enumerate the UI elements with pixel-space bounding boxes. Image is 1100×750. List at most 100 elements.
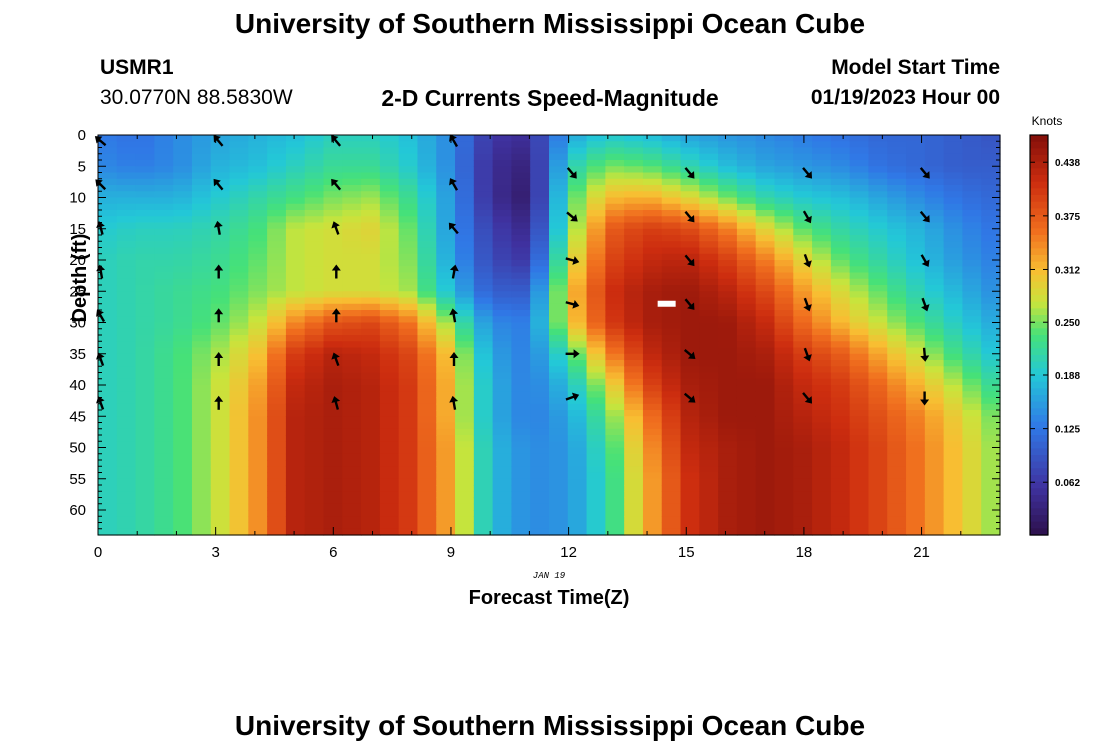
heat-cell (868, 210, 888, 217)
heat-cell (229, 410, 249, 417)
heat-cell (417, 503, 437, 511)
heat-cell (549, 528, 569, 536)
heat-cell (793, 516, 813, 524)
heat-cell (624, 178, 644, 186)
heat-cell (492, 441, 513, 449)
heat-cell (605, 510, 625, 517)
colorbar-band (1030, 401, 1048, 409)
heat-cell (455, 172, 475, 180)
heat-cell (173, 453, 193, 461)
heat-cell (248, 135, 268, 142)
heat-cell (812, 185, 832, 192)
heat-cell (849, 522, 870, 530)
heat-cell (586, 260, 606, 267)
heat-cell (887, 410, 907, 417)
heat-cell (98, 335, 118, 342)
heat-cell (680, 460, 700, 467)
heat-cell (812, 422, 832, 430)
heat-cell (473, 378, 494, 386)
heat-cell (173, 141, 193, 149)
heat-cell (736, 478, 757, 486)
heat-cell (530, 303, 550, 311)
heat-cell (605, 285, 625, 292)
heat-cell (98, 353, 118, 361)
heat-cell (135, 522, 155, 530)
colorbar-tick-label: 0.312 (1055, 265, 1080, 276)
heat-cell (116, 516, 137, 524)
heat-cell (868, 360, 888, 367)
vector-head (331, 264, 341, 271)
vector-shaft (333, 138, 342, 147)
heat-cell (699, 316, 719, 324)
heat-cell (605, 378, 625, 386)
heat-cell (586, 316, 606, 324)
y-tick-label: 0 (78, 127, 86, 144)
heat-cell (285, 285, 306, 292)
heat-cell (943, 266, 964, 274)
heat-cell (605, 372, 625, 380)
heat-cell (586, 210, 606, 217)
heat-cell (135, 191, 155, 199)
colorbar-band (1030, 288, 1048, 296)
heat-cell (661, 310, 682, 317)
heat-cell (943, 428, 964, 436)
heat-cell (605, 416, 625, 424)
heat-cell (473, 353, 494, 361)
heat-cell (436, 503, 456, 511)
heat-cell (699, 428, 719, 436)
heat-cell (304, 210, 325, 217)
heat-cell (868, 510, 888, 517)
heat-cell (135, 172, 155, 180)
heat-cell (793, 253, 813, 261)
heat-cell (887, 385, 907, 392)
heat-cell (567, 172, 588, 180)
heat-cell (774, 516, 794, 524)
heat-cell (379, 403, 400, 411)
heat-cell (774, 378, 794, 386)
heat-cell (849, 397, 870, 405)
heat-cell (774, 353, 794, 361)
heat-cell (210, 528, 231, 536)
heat-cell (549, 166, 569, 174)
heat-cell (473, 260, 494, 267)
model-start-value: 01/19/2023 Hour 00 (810, 86, 1000, 109)
heat-cell (642, 485, 663, 492)
heat-cell (361, 272, 381, 280)
heat-cell (210, 147, 231, 155)
heat-cell (436, 172, 456, 180)
heat-cell (680, 466, 700, 474)
heat-cell (436, 441, 456, 449)
heat-cell (849, 441, 870, 449)
heat-cell (116, 185, 137, 192)
heat-cell (887, 166, 907, 174)
heat-cell (492, 503, 513, 511)
heat-cell (304, 285, 325, 292)
vector-head (449, 352, 459, 358)
heat-cell (398, 416, 419, 424)
heat-cell (868, 247, 888, 255)
heat-cell (455, 297, 475, 305)
heat-cell (680, 228, 700, 236)
heat-cell (398, 260, 419, 267)
heat-cell (549, 266, 569, 274)
heat-cell (642, 160, 663, 167)
heat-cell (342, 241, 362, 249)
heat-cell (417, 328, 437, 336)
heat-cell (624, 266, 644, 274)
heat-cell (755, 397, 776, 405)
heat-cell (605, 228, 625, 236)
model-start-label: Model Start Time (831, 56, 1000, 79)
heat-cell (492, 278, 513, 286)
heat-cell (699, 353, 719, 361)
heat-cell (511, 228, 531, 236)
heat-cell (887, 191, 907, 199)
heat-cell (924, 347, 945, 355)
heat-cell (887, 347, 907, 355)
heat-cell (455, 522, 475, 530)
heat-cell (586, 160, 606, 167)
heat-cell (642, 216, 663, 224)
heat-cell (718, 228, 738, 236)
heat-cell (473, 310, 494, 317)
heat-cell (173, 391, 193, 399)
heat-cell (812, 210, 832, 217)
